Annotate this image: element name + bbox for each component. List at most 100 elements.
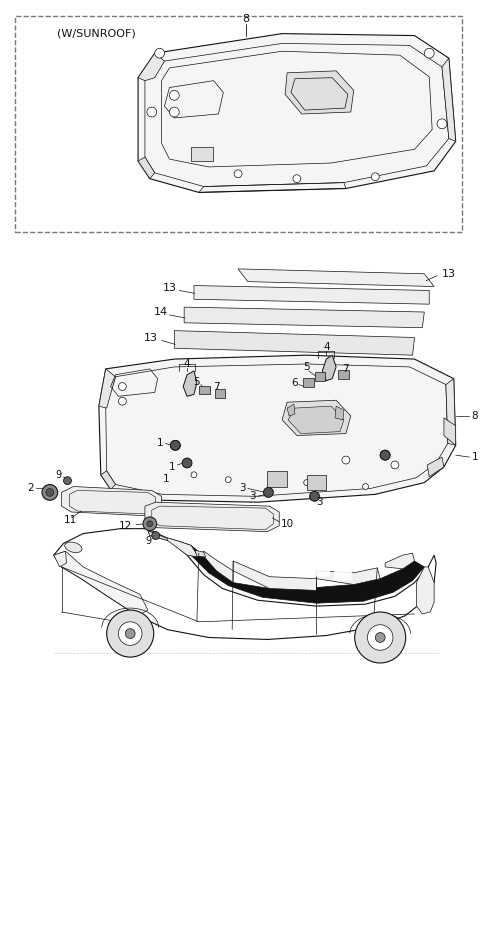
Text: 8: 8 [471, 411, 478, 421]
Text: 1: 1 [157, 438, 164, 449]
Text: 12: 12 [119, 521, 132, 531]
Polygon shape [427, 457, 444, 476]
FancyBboxPatch shape [305, 561, 330, 576]
Circle shape [125, 629, 135, 638]
FancyBboxPatch shape [338, 370, 349, 378]
Polygon shape [195, 550, 206, 557]
Circle shape [63, 476, 72, 485]
Polygon shape [238, 269, 434, 287]
Polygon shape [54, 529, 436, 639]
Text: 3: 3 [316, 498, 323, 507]
Polygon shape [174, 330, 415, 355]
Text: 1: 1 [163, 474, 169, 484]
Polygon shape [335, 406, 344, 420]
Circle shape [147, 521, 153, 526]
Circle shape [119, 622, 142, 646]
Circle shape [375, 633, 385, 642]
Polygon shape [444, 418, 456, 445]
FancyBboxPatch shape [215, 389, 225, 399]
Circle shape [42, 485, 58, 500]
FancyBboxPatch shape [303, 377, 313, 387]
Polygon shape [61, 487, 162, 516]
Text: 5: 5 [303, 362, 310, 372]
Circle shape [46, 488, 54, 497]
Circle shape [380, 450, 390, 460]
Polygon shape [233, 561, 316, 590]
Circle shape [169, 91, 179, 100]
Text: 1: 1 [168, 462, 175, 472]
Circle shape [437, 119, 447, 129]
Polygon shape [446, 378, 456, 445]
Circle shape [155, 48, 165, 58]
Text: 10: 10 [281, 519, 294, 529]
Circle shape [355, 612, 406, 663]
Text: 9: 9 [145, 536, 152, 547]
FancyBboxPatch shape [267, 471, 287, 487]
FancyBboxPatch shape [307, 475, 326, 490]
Polygon shape [417, 567, 434, 614]
FancyBboxPatch shape [199, 386, 210, 394]
Circle shape [169, 107, 179, 117]
Text: 5: 5 [193, 376, 200, 387]
Circle shape [368, 624, 393, 650]
FancyBboxPatch shape [14, 16, 462, 231]
Circle shape [225, 476, 231, 483]
Text: 3: 3 [249, 491, 256, 501]
Polygon shape [138, 33, 456, 192]
Polygon shape [285, 71, 354, 114]
Polygon shape [148, 531, 168, 540]
Circle shape [182, 458, 192, 468]
Polygon shape [199, 551, 233, 583]
Text: 7: 7 [343, 364, 349, 374]
Circle shape [380, 450, 390, 460]
Polygon shape [54, 551, 67, 567]
Circle shape [119, 398, 126, 405]
Text: 8: 8 [242, 14, 250, 24]
Polygon shape [194, 286, 429, 304]
Circle shape [304, 480, 310, 486]
Text: (W/SUNROOF): (W/SUNROOF) [57, 29, 135, 39]
Text: 3: 3 [239, 484, 246, 493]
Polygon shape [54, 551, 148, 616]
Polygon shape [99, 355, 456, 502]
Text: 7: 7 [213, 381, 220, 391]
FancyBboxPatch shape [314, 372, 325, 381]
Text: 6: 6 [292, 377, 298, 388]
Text: 4: 4 [184, 359, 191, 369]
Text: 13: 13 [442, 269, 456, 278]
Polygon shape [323, 355, 336, 381]
Polygon shape [138, 54, 165, 80]
Polygon shape [101, 471, 116, 489]
Circle shape [170, 440, 180, 450]
Polygon shape [169, 538, 424, 603]
Polygon shape [442, 58, 456, 142]
Circle shape [310, 491, 319, 501]
Circle shape [147, 107, 156, 117]
Circle shape [119, 383, 126, 390]
Text: 4: 4 [323, 342, 330, 352]
Text: 1: 1 [471, 452, 478, 462]
Circle shape [293, 175, 301, 182]
Circle shape [372, 173, 379, 180]
Polygon shape [145, 502, 279, 532]
Text: 13: 13 [163, 282, 177, 292]
Circle shape [234, 170, 242, 178]
Polygon shape [385, 553, 415, 569]
FancyBboxPatch shape [191, 147, 213, 161]
Text: 9: 9 [56, 470, 61, 480]
FancyBboxPatch shape [334, 568, 352, 581]
Polygon shape [183, 371, 197, 396]
Polygon shape [316, 568, 380, 585]
Circle shape [362, 484, 369, 489]
Polygon shape [184, 307, 424, 327]
Polygon shape [288, 406, 344, 434]
Circle shape [170, 440, 180, 450]
Circle shape [342, 456, 350, 464]
Circle shape [152, 532, 160, 539]
Polygon shape [99, 369, 116, 408]
Circle shape [424, 48, 434, 58]
Text: 13: 13 [144, 332, 157, 342]
Circle shape [191, 472, 197, 477]
Circle shape [264, 487, 273, 498]
Text: 2: 2 [27, 484, 34, 493]
